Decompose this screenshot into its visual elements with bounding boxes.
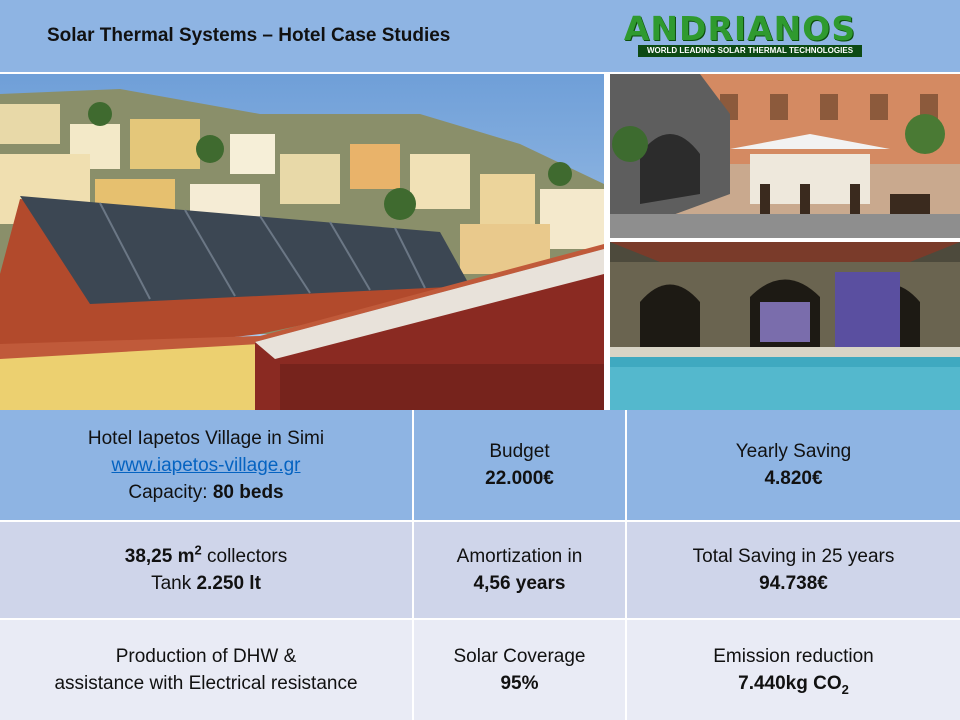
text: Tank [151, 573, 197, 594]
cell-line: Total Saving in 25 years [693, 543, 895, 570]
cell-line: assistance with Electrical resistance [54, 670, 357, 697]
table-cell: Total Saving in 25 years 94.738€ [625, 520, 960, 618]
text: 2 [841, 681, 849, 697]
cell-line: Production of DHW & [116, 643, 297, 670]
text: Production of DHW & [115, 646, 297, 667]
cell-line: 4,56 years [474, 570, 566, 597]
text: Yearly Saving [735, 441, 852, 462]
table-cell: Production of DHW & assistance with Elect… [0, 618, 412, 720]
text: 22.000€ [485, 468, 554, 489]
table-cell: Amortization in 4,56 years [412, 520, 625, 618]
cell-line: Emission reduction [713, 643, 874, 670]
cell-line: 4.820€ [764, 465, 822, 492]
cell-line: Budget [489, 438, 549, 465]
text: Hotel Iapetos Village in Simi [87, 427, 325, 449]
cell-line: Hotel Iapetos Village in Simi [88, 425, 324, 452]
table-cell: Yearly Saving 4.820€ [625, 410, 960, 520]
text: 80 beds [212, 481, 284, 503]
cell-line: Amortization in [457, 543, 583, 570]
text: 4,56 years [473, 573, 566, 594]
text: 7.440kg CO [738, 673, 842, 694]
cell-line: 7.440kg CO2 [738, 670, 849, 697]
link[interactable]: www.iapetos-village.gr [111, 454, 301, 476]
text: 38,25 m [124, 546, 195, 567]
table-cell: Hotel Iapetos Village in Simi www.iapetos… [0, 410, 412, 520]
text: Total Saving in 25 years [692, 546, 895, 567]
text: collectors [201, 546, 288, 567]
cell-line: Yearly Saving [736, 438, 851, 465]
title: Solar Thermal Systems – Hotel Case Studi… [47, 25, 451, 46]
text: 4.820€ [764, 468, 823, 489]
photo-roof-collectors [0, 74, 604, 410]
logo-tagline: WORLD LEADING SOLAR THERMAL TECHNOLOGIES [638, 45, 862, 57]
table-cell: Solar Coverage 95% [412, 618, 625, 720]
text: 2.250 lt [196, 573, 261, 594]
header: Solar Thermal Systems – Hotel Case Studi… [0, 0, 960, 74]
table-cell: Emission reduction 7.440kg CO2 [625, 618, 960, 720]
cell-line: 22.000€ [485, 465, 554, 492]
text: 95% [500, 673, 539, 694]
text: Emission reduction [713, 646, 874, 667]
text: Amortization in [456, 546, 583, 567]
table-cell: 38,25 m2 collectors Tank 2.250 lt [0, 520, 412, 618]
text: Budget [489, 441, 550, 462]
cell-line: 95% [500, 670, 538, 697]
cell-line: Capacity: 80 beds [128, 479, 283, 506]
table-cell: Budget 22.000€ [412, 410, 625, 520]
photo-pool [610, 242, 960, 410]
cell-line: Tank 2.250 lt [151, 570, 261, 597]
text: assistance with Electrical resistance [54, 673, 358, 694]
logo: ANDRIANOS WORLD LEADING SOLAR THERMAL TE… [618, 12, 862, 58]
cell-line: Solar Coverage [453, 643, 585, 670]
cell-line: 38,25 m2 collectors [125, 543, 288, 570]
text: Capacity: [128, 481, 213, 503]
text: 2 [194, 542, 202, 558]
logo-name: ANDRIANOS [623, 9, 857, 48]
text: Solar Coverage [453, 646, 586, 667]
cell-line: 94.738€ [759, 570, 828, 597]
cell-line: www.iapetos-village.gr [111, 452, 300, 479]
text: 94.738€ [759, 573, 828, 594]
photo-courtyard [610, 74, 960, 238]
